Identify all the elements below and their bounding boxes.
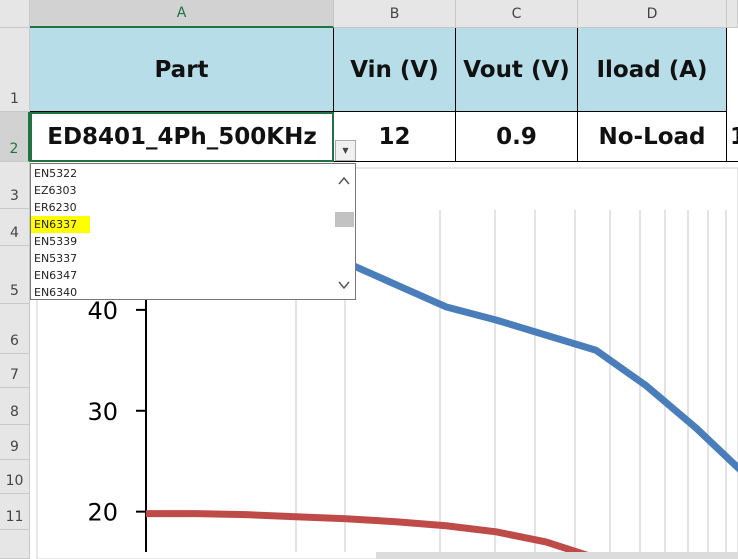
- row-header[interactable]: 6: [0, 304, 30, 354]
- column-header[interactable]: [727, 0, 738, 28]
- y-tick-label: 20: [87, 499, 118, 527]
- header-cell[interactable]: Part: [30, 28, 334, 112]
- column-header[interactable]: A: [30, 0, 334, 28]
- row-header[interactable]: 9: [0, 425, 30, 460]
- row-header[interactable]: 2: [0, 112, 30, 162]
- header-cell[interactable]: Vout (V): [456, 28, 578, 112]
- data-line: [146, 510, 598, 559]
- scroll-arrows[interactable]: [331, 164, 355, 299]
- row-header[interactable]: 10: [0, 460, 30, 494]
- scrollbar[interactable]: [376, 552, 738, 559]
- dropdown-item[interactable]: EN5322: [34, 167, 78, 180]
- y-tick-label: 30: [87, 398, 118, 426]
- dropdown-item[interactable]: ER6230: [34, 201, 77, 214]
- row-header[interactable]: 8: [0, 388, 30, 425]
- column-header[interactable]: C: [456, 0, 578, 28]
- data-line: [294, 235, 738, 473]
- dropdown-item[interactable]: EN6347: [34, 269, 78, 282]
- dropdown-scrollbar[interactable]: [331, 164, 355, 299]
- dropdown-item[interactable]: EZ6303: [34, 184, 77, 197]
- row-header[interactable]: 7: [0, 354, 30, 388]
- row-header[interactable]: 11: [0, 494, 30, 530]
- data-cell[interactable]: ED8401_4Ph_500KHz: [30, 112, 334, 162]
- select-all[interactable]: [0, 0, 30, 28]
- dropdown-list: EN5322 EZ6303 ER6230 EN6337 EN5339 EN5337 EN63…: [30, 163, 356, 300]
- dropdown-item[interactable]: EN5337: [34, 252, 78, 265]
- row-header[interactable]: 1: [0, 28, 30, 112]
- dropdown-item[interactable]: EN6337: [31, 216, 90, 233]
- row-header[interactable]: 3: [0, 162, 30, 209]
- dropdown-item[interactable]: EN5339: [34, 235, 78, 248]
- data-cell[interactable]: No-Load: [578, 112, 727, 162]
- header-cell[interactable]: Iload (A): [578, 28, 727, 112]
- dropdown-item[interactable]: EN6340: [34, 286, 78, 299]
- scroll-thumb[interactable]: [335, 212, 354, 227]
- header-cell[interactable]: Vin (V): [334, 28, 456, 112]
- column-header[interactable]: B: [334, 0, 456, 28]
- dropdown-button[interactable]: ▼: [335, 140, 356, 161]
- data-cell[interactable]: 0.9: [456, 112, 578, 162]
- row-header[interactable]: 5: [0, 246, 30, 304]
- y-tick-label: 40: [87, 297, 118, 325]
- data-cell[interactable]: 1: [727, 112, 738, 162]
- row-header[interactable]: 4: [0, 209, 30, 246]
- row-header[interactable]: [0, 530, 30, 559]
- column-header[interactable]: D: [578, 0, 727, 28]
